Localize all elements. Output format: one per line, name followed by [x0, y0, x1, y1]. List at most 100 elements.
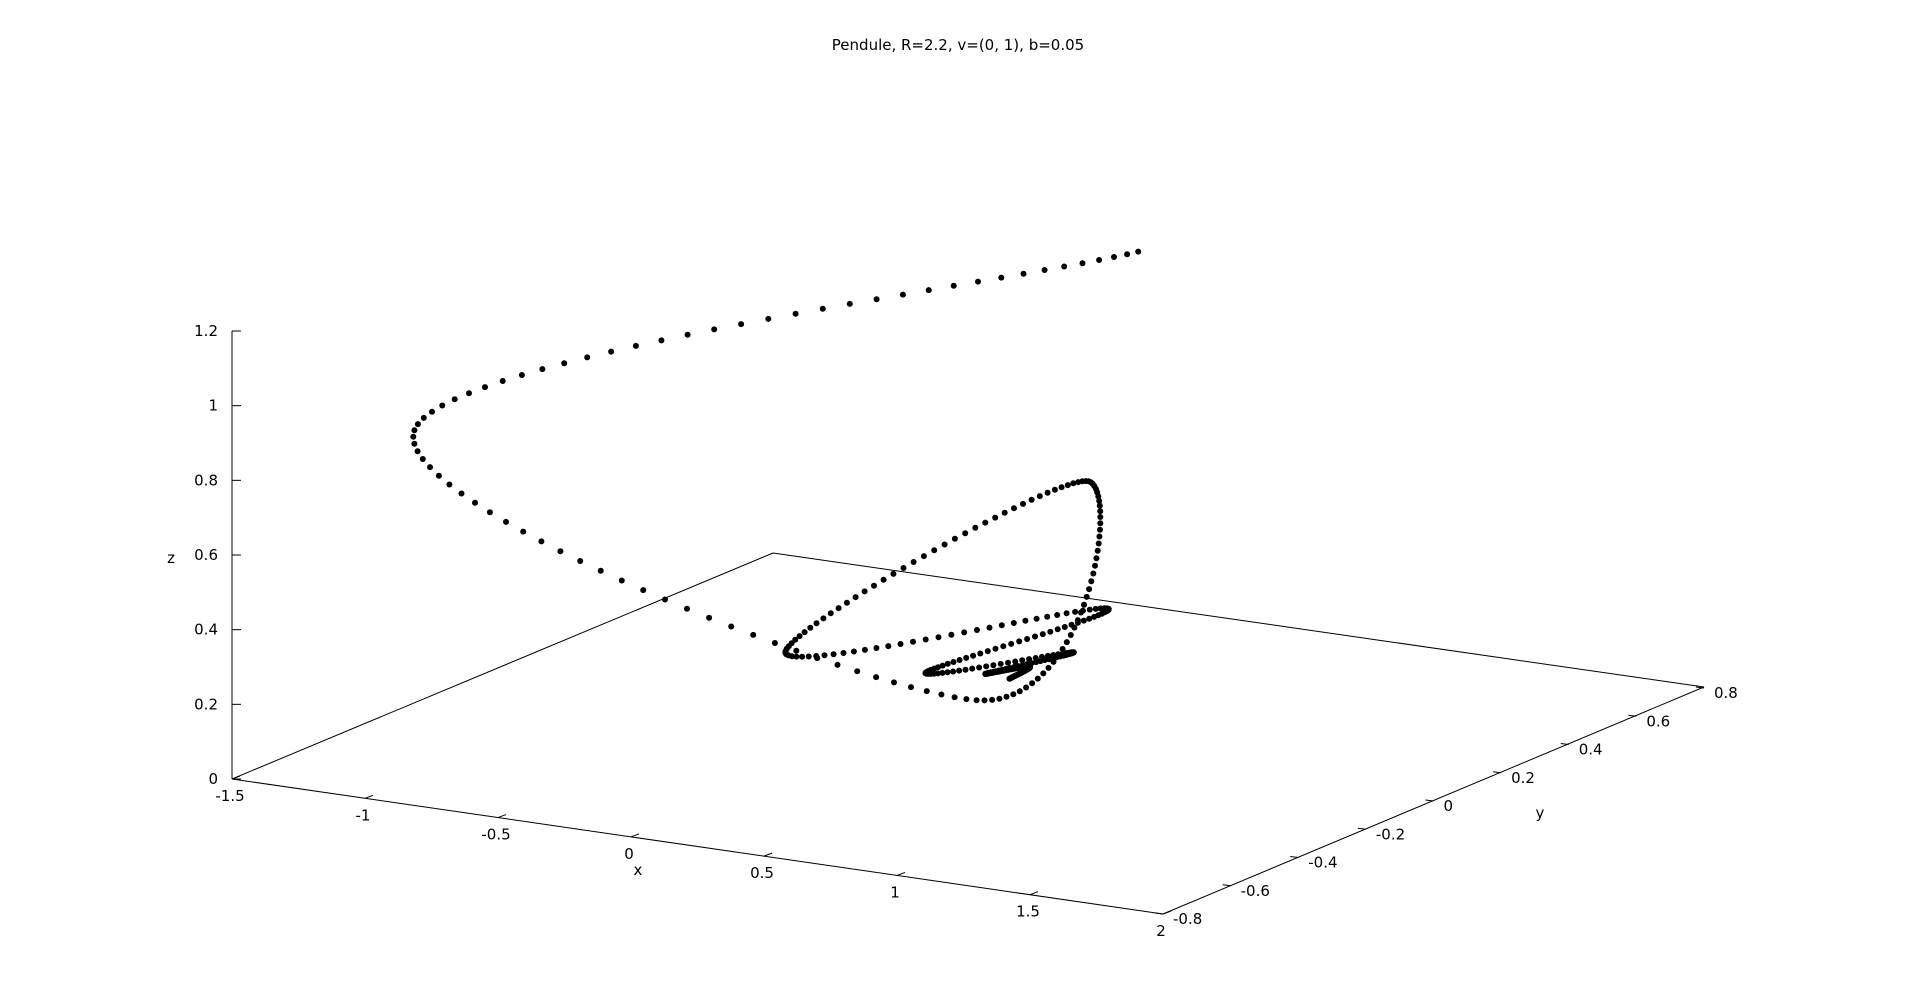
trajectory-point: [518, 372, 525, 378]
trajectory-point: [931, 547, 938, 554]
trajectory-point: [466, 390, 472, 397]
z-tick-label: 0.4: [194, 621, 218, 639]
y-tick: [1560, 743, 1569, 745]
z-tick-label: 1.2: [194, 322, 218, 340]
y-tick-label: -0.4: [1308, 854, 1337, 872]
trajectory-point: [1019, 657, 1026, 664]
y-tick: [1222, 884, 1231, 887]
trajectory-point: [799, 653, 806, 660]
trajectory-point: [1075, 479, 1082, 486]
trajectory-point: [998, 274, 1005, 281]
trajectory-point: [458, 490, 465, 497]
trajectory-point: [577, 558, 584, 564]
trajectory-point: [897, 641, 904, 647]
trajectory-point: [885, 643, 892, 650]
x-tick: [364, 794, 374, 799]
trajectory-point: [1029, 680, 1036, 687]
trajectory-point: [1051, 486, 1058, 493]
trajectory-point: [1096, 533, 1103, 540]
z-tick-label: 0: [208, 770, 218, 788]
trajectory-point: [1047, 628, 1054, 635]
trajectory-point: [427, 464, 433, 471]
trajectory-point: [1063, 639, 1070, 646]
trajectory-point: [1061, 624, 1068, 630]
trajectory-point: [1067, 632, 1074, 638]
trajectory-point: [1036, 493, 1043, 500]
trajectory-point: [944, 669, 951, 676]
tick-labels: -1.5 -1 -0.5 0 0.5 1 1.5 2 -0.8 -0.6 -0.4 -0.2 0 0.2 0…: [194, 322, 1738, 940]
trajectory-point: [899, 291, 906, 298]
trajectory-point: [850, 648, 857, 655]
trajectory-point: [981, 697, 988, 704]
trajectory-point: [1074, 619, 1081, 626]
trajectory-point: [891, 679, 897, 686]
trajectory-point: [1091, 613, 1098, 620]
x-tick: [896, 871, 906, 876]
x-tick-label: -0.5: [481, 826, 510, 844]
trajectory-point: [1095, 540, 1102, 547]
trajectory-point: [935, 634, 942, 641]
y-tick-label: -0.2: [1376, 825, 1405, 843]
trajectory-point: [1097, 526, 1103, 533]
trajectory-point: [890, 570, 897, 577]
chart-title: Pendule, R=2.2, v=(0, 1), b=0.05: [832, 36, 1084, 54]
trajectory-point: [976, 664, 983, 671]
trajectory-point: [998, 622, 1005, 629]
trajectory-point: [925, 287, 932, 294]
trajectory-point: [1080, 617, 1087, 624]
trajectory-point: [1040, 670, 1047, 677]
trajectory-point: [873, 296, 880, 303]
trajectory-point: [1044, 489, 1051, 496]
trajectory-point: [539, 366, 546, 373]
trajectory-point: [992, 514, 999, 521]
y-tick-label: 0.6: [1646, 712, 1670, 730]
trajectory-point: [1020, 270, 1027, 277]
trajectory-point: [1093, 555, 1100, 562]
trajectory-point: [835, 605, 842, 612]
trajectory-point: [944, 660, 951, 667]
x-tick: [1029, 891, 1039, 896]
trajectory-point: [920, 553, 927, 560]
trajectory-point: [939, 669, 946, 676]
trajectory-point: [1010, 691, 1017, 698]
trajectory-point: [1022, 617, 1029, 624]
trajectory-point: [843, 599, 850, 606]
trajectory-point: [1081, 601, 1087, 608]
trajectory-point: [975, 278, 981, 285]
trajectory-point: [871, 582, 877, 589]
trajectory-point: [1023, 684, 1030, 691]
trajectory-point: [1024, 636, 1031, 642]
trajectory-point: [788, 653, 795, 660]
trajectory-point: [1092, 562, 1098, 569]
trajectory-point: [1124, 251, 1131, 258]
trajectory-point: [982, 519, 989, 526]
trajectory-point: [989, 696, 996, 703]
z-axis-label: z: [167, 549, 175, 567]
trajectory-point: [813, 620, 820, 627]
trajectory-point: [990, 662, 997, 669]
trajectory-point: [908, 684, 914, 691]
x-tick: [1162, 910, 1172, 915]
trajectory-point: [771, 640, 778, 646]
trajectory-point: [801, 629, 808, 636]
trajectory-point: [1096, 257, 1103, 263]
trajectory-point: [973, 627, 980, 633]
trajectory-point: [1083, 593, 1090, 600]
trajectory-point: [1033, 615, 1040, 622]
trajectory-point: [1086, 606, 1093, 613]
trajectory-point: [429, 408, 435, 415]
trajectory-point: [1041, 267, 1048, 273]
trajectory-point: [750, 631, 757, 638]
trajectory-point: [738, 321, 745, 328]
trajectory-point: [970, 652, 977, 659]
trajectory-point: [972, 524, 979, 531]
trajectory-point: [1016, 688, 1023, 695]
trajectory-point: [962, 530, 969, 537]
trajectory-point: [1016, 638, 1023, 645]
trajectory-point: [939, 662, 946, 669]
trajectory-point: [414, 448, 421, 455]
x-tick-label: -1: [356, 806, 371, 824]
trajectory-point: [765, 315, 772, 322]
trajectory-point: [1011, 505, 1017, 512]
trajectory-point: [538, 538, 545, 545]
